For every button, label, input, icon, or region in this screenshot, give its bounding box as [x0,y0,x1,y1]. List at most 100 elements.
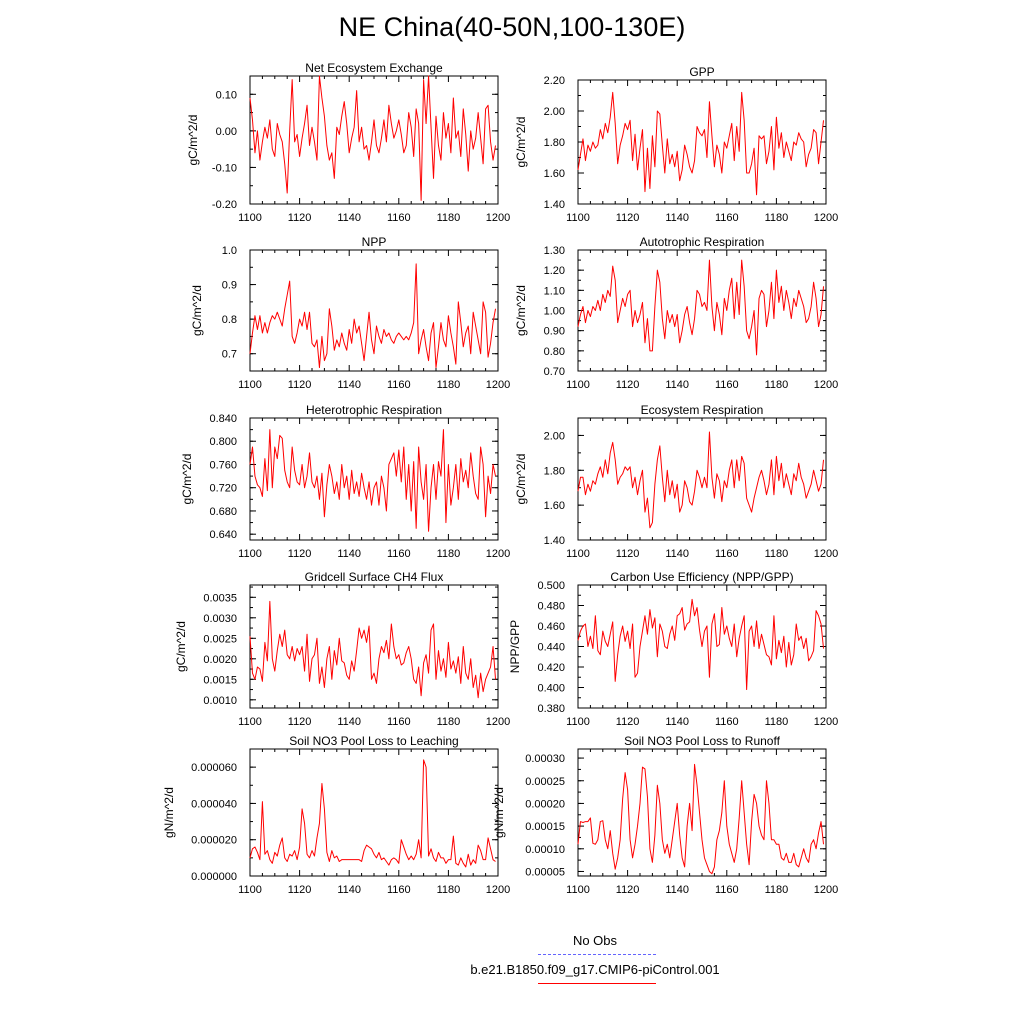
x-tick-label: 1140 [665,212,689,224]
y-tick-label: 0.0030 [203,613,237,625]
y-tick-label: 0.460 [537,621,565,633]
series-line [249,759,496,868]
y-tick-label: 0.640 [209,529,237,541]
y-tick-label: 2.20 [544,75,565,87]
y-axis-label: gC/m^2/d [514,454,528,505]
plot-frame [577,79,827,205]
y-tick-label: 0.000060 [191,762,237,774]
chart-panel-4: Autotrophic Respiration gC/m^2/d 1100 1120 1… [514,235,838,391]
x-tick-label: 1180 [437,212,461,224]
x-tick-label: 1180 [765,212,789,224]
x-tick-label: 1160 [387,716,411,728]
x-tick-label: 1120 [616,716,640,728]
x-tick-label: 1140 [665,884,689,896]
y-tick-label: 1.60 [544,500,565,512]
chart-panel-10: Soil NO3 Pool Loss to Runoff gN/m^2/d 1100… [492,734,838,896]
panel-title: Ecosystem Respiration [641,403,764,417]
x-tick-label: 1120 [288,548,312,560]
figure-title: NE China(40-50N,100-130E) [338,12,686,42]
x-tick-label: 1200 [486,212,510,224]
legend-obs-label: No Obs [572,933,618,948]
x-tick-label: 1100 [238,884,262,896]
x-tick-label: 1140 [337,548,361,560]
x-tick-label: 1200 [486,548,510,560]
x-tick-label: 1160 [715,212,739,224]
y-tick-label: 0.00020 [525,798,565,810]
y-tick-label: 0.0025 [203,633,237,645]
y-tick-label: 0.500 [537,580,565,592]
x-tick-label: 1120 [616,884,640,896]
chart-panel-3: NPP gC/m^2/d 1100 1120 1140 1160 1180 1200 0.7 0.… [190,235,510,391]
y-tick-label: 0.10 [216,89,237,101]
y-tick-label: 0.800 [209,436,237,448]
y-tick-label: 0.80 [544,346,565,358]
x-tick-label: 1180 [765,884,789,896]
y-tick-label: 0.840 [209,413,237,425]
x-tick-label: 1100 [566,716,590,728]
panel-title: Gridcell Surface CH4 Flux [305,570,444,584]
x-tick-label: 1100 [238,716,262,728]
panel-title: Autotrophic Respiration [640,235,765,249]
x-tick-label: 1100 [238,379,262,391]
series-line [249,429,497,532]
y-tick-label: 0.0015 [203,674,237,686]
y-tick-label: 0.9 [222,280,237,292]
x-tick-label: 1200 [486,379,510,391]
x-tick-label: 1140 [665,716,689,728]
x-tick-label: 1120 [616,379,640,391]
y-tick-label: 1.0 [222,245,237,257]
series-line [577,91,825,196]
plot-frame [577,748,827,877]
x-tick-label: 1100 [238,548,262,560]
y-tick-label: 1.80 [544,137,565,149]
panel-title: Carbon Use Efficiency (NPP/GPP) [610,570,793,584]
x-tick-label: 1100 [238,212,262,224]
y-tick-label: 0.00 [216,126,237,138]
y-axis-label: gN/m^2/d [492,787,506,838]
x-tick-label: 1160 [387,884,411,896]
x-tick-label: 1180 [765,548,789,560]
y-tick-label: 0.000000 [191,871,237,883]
y-tick-label: 0.90 [544,326,565,338]
panel-title: Soil NO3 Pool Loss to Runoff [624,734,781,748]
x-tick-label: 1200 [486,884,510,896]
x-tick-label: 1100 [566,884,590,896]
y-tick-label: 0.00010 [525,844,565,856]
x-tick-label: 1180 [437,379,461,391]
series-line [249,75,497,201]
plot-frame [249,748,499,877]
y-axis-label: gC/m^2/d [186,115,200,166]
y-tick-label: 0.420 [537,662,565,674]
chart-panel-7: Gridcell Surface CH4 Flux gC/m^2/d 1100 112… [174,570,510,728]
y-tick-label: 1.40 [544,535,565,547]
y-tick-label: 1.00 [544,306,565,318]
y-axis-label: gC/m^2/d [190,285,204,336]
y-tick-label: 1.30 [544,245,565,257]
y-tick-label: 1.10 [544,285,565,297]
legend-case-label: b.e21.B1850.f09_g17.CMIP6-piControl.001 [470,962,720,977]
y-tick-label: 0.000020 [191,835,237,847]
legend-case-line [538,983,656,984]
y-tick-label: 1.20 [544,265,565,277]
y-tick-label: 1.60 [544,168,565,180]
y-tick-label: 2.00 [544,430,565,442]
y-axis-label: gN/m^2/d [162,787,176,838]
y-tick-label: 0.7 [222,349,237,361]
series-line [249,600,497,699]
x-tick-label: 1160 [715,884,739,896]
x-tick-label: 1140 [665,379,689,391]
y-tick-label: 0.0020 [203,654,237,666]
x-tick-label: 1200 [814,716,838,728]
plot-frame [249,584,499,709]
x-tick-label: 1120 [288,212,312,224]
chart-panel-2: GPP gC/m^2/d 1100 1120 1140 1160 1180 1200 1.40 1… [514,65,838,224]
y-tick-label: 0.400 [537,683,565,695]
x-tick-label: 1200 [814,548,838,560]
y-tick-label: 0.00005 [525,866,565,878]
x-tick-label: 1200 [814,212,838,224]
plot-frame [577,417,827,541]
x-tick-label: 1120 [288,716,312,728]
y-axis-label: gC/m^2/d [514,117,528,168]
x-tick-label: 1200 [814,379,838,391]
y-tick-label: 0.00030 [525,753,565,765]
